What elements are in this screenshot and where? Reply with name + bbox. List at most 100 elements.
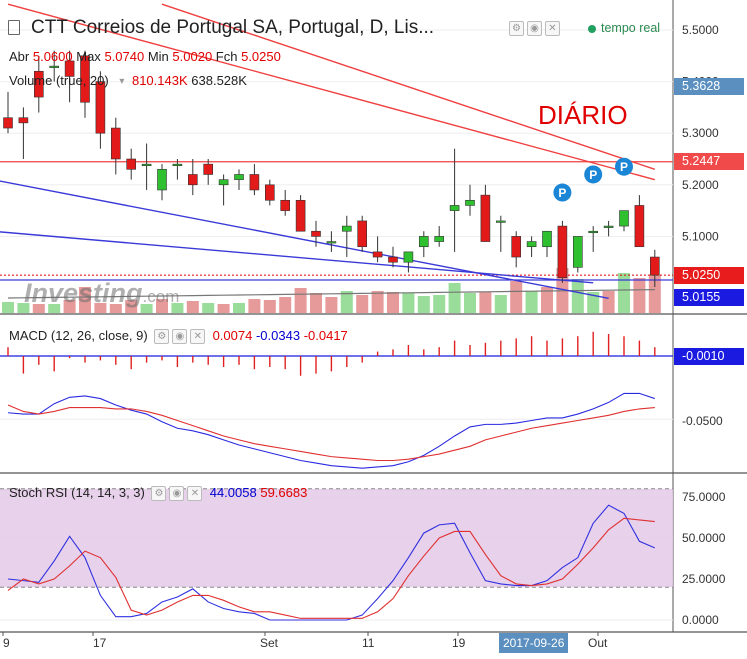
- close-value: 5.0250: [241, 49, 281, 64]
- volume-bar: [125, 300, 138, 313]
- candle-body: [603, 225, 614, 228]
- stoch-d-value: 59.6683: [260, 485, 308, 500]
- stoch-close-icon[interactable]: ✕: [187, 486, 203, 502]
- volume-bar: [2, 302, 14, 313]
- candle-body: [341, 225, 352, 232]
- volume-bar: [79, 287, 91, 313]
- header-controls[interactable]: ⚙ ◉ ✕: [506, 20, 560, 38]
- volume-bar: [17, 303, 30, 313]
- event-marker-icon[interactable]: [584, 165, 603, 184]
- candle-body: [434, 236, 445, 242]
- macd-line-value: -0.0343: [255, 328, 301, 343]
- x-label-19: 19: [452, 636, 466, 650]
- event-marker-icon[interactable]: [553, 183, 572, 202]
- price-tag-blue-line: 5.0155: [674, 289, 744, 306]
- volume-bar: [202, 303, 215, 313]
- macd-axis-label: -0.0500: [682, 414, 723, 428]
- realtime-indicator: tempo real: [588, 21, 660, 35]
- low-label: Min: [147, 49, 169, 64]
- low-value: 5.0020: [172, 49, 213, 64]
- volume-bar: [417, 296, 430, 313]
- volume-bar: [310, 293, 322, 313]
- volume-bar: [479, 292, 492, 313]
- hide-icon[interactable]: ◉: [527, 21, 542, 37]
- volume-ma-line: [7, 289, 655, 299]
- volume-bar: [587, 292, 600, 313]
- candle-body: [372, 251, 383, 258]
- candle-body: [80, 55, 90, 103]
- price-axis-label: 5.2000: [682, 178, 719, 192]
- volume-bar: [464, 293, 476, 313]
- event-marker-icon[interactable]: [615, 157, 633, 176]
- event-marker-label: P: [589, 168, 597, 182]
- candle-body: [295, 199, 306, 232]
- volume-value-2: 638.528K: [191, 73, 247, 88]
- high-value: 5.0740: [104, 49, 145, 64]
- price-tag-red-line: 5.2447: [674, 153, 744, 170]
- stoch-axis-25: 25.0000: [682, 572, 726, 586]
- candle-body: [188, 174, 198, 186]
- stoch-band-fill: [0, 488, 673, 588]
- stoch-k-line: [7, 504, 656, 621]
- candle-body: [480, 194, 491, 242]
- trend-line-red: [7, 3, 655, 181]
- volume-bar: [63, 300, 76, 313]
- stoch-axis-50: 50.0000: [682, 531, 726, 545]
- candle-body: [542, 230, 552, 248]
- volume-bar: [571, 279, 584, 313]
- trend-line-blue: [0, 180, 609, 300]
- candle-body: [311, 230, 321, 237]
- macd-legend: MACD (12, 26, close, 9) ⚙ ◉ ✕ 0.0074 -0.03…: [9, 328, 348, 345]
- volume-bar: [294, 288, 307, 313]
- macd-line: [7, 392, 655, 469]
- candle-body: [264, 184, 275, 201]
- candles[interactable]: [3, 50, 660, 287]
- candle-body: [141, 163, 152, 166]
- volume-bar: [109, 304, 122, 313]
- price-tag-steel: 5.3628: [674, 78, 744, 95]
- volume-bar: [510, 281, 523, 313]
- candle-body: [280, 199, 291, 211]
- volume-bar: [402, 293, 415, 313]
- collapse-icon[interactable]: [8, 20, 20, 35]
- volume-bar: [233, 303, 245, 313]
- stoch-d-line: [7, 517, 655, 619]
- candle-body: [64, 60, 75, 77]
- stoch-k-value: 44.0058: [209, 485, 257, 500]
- candle-body: [172, 163, 183, 166]
- stoch-settings-icon[interactable]: ⚙: [151, 486, 167, 502]
- stoch-legend: Stoch RSI (14, 14, 3, 3) ⚙ ◉ ✕ 44.0058 59.…: [9, 485, 308, 502]
- stoch-hide-icon[interactable]: ◉: [169, 486, 185, 502]
- volume-bar: [279, 297, 292, 313]
- candle-body: [511, 236, 522, 258]
- event-markers[interactable]: P P P: [553, 157, 633, 202]
- volume-bar: [48, 304, 61, 313]
- trend-line-blue: [0, 231, 594, 284]
- watermark-brand: Investing: [24, 278, 143, 308]
- trend-lines[interactable]: [0, 3, 673, 300]
- candle-body: [357, 220, 368, 248]
- macd-pane: [0, 331, 673, 469]
- candle-body: [495, 220, 506, 223]
- volume-bar: [618, 273, 630, 313]
- chevron-down-icon[interactable]: ▾: [119, 76, 125, 88]
- candle-body: [557, 225, 568, 278]
- x-label-11: 11: [362, 636, 375, 650]
- price-tag-last: 5.0250: [674, 267, 744, 284]
- candle-body: [388, 256, 398, 263]
- volume-bar: [325, 297, 338, 313]
- candle-body: [526, 241, 537, 248]
- x-label-9: 9: [3, 636, 10, 650]
- settings-icon[interactable]: ⚙: [509, 21, 524, 37]
- candle-body: [588, 230, 599, 234]
- macd-label: MACD (12, 26, close, 9): [9, 328, 148, 343]
- open-value: 5.0600: [32, 49, 73, 64]
- macd-hide-icon[interactable]: ◉: [172, 329, 188, 345]
- close-icon[interactable]: ✕: [545, 21, 560, 37]
- macd-close-icon[interactable]: ✕: [190, 329, 206, 345]
- macd-settings-icon[interactable]: ⚙: [154, 329, 170, 345]
- volume-bar: [387, 292, 399, 313]
- close-label: Fch: [215, 49, 238, 64]
